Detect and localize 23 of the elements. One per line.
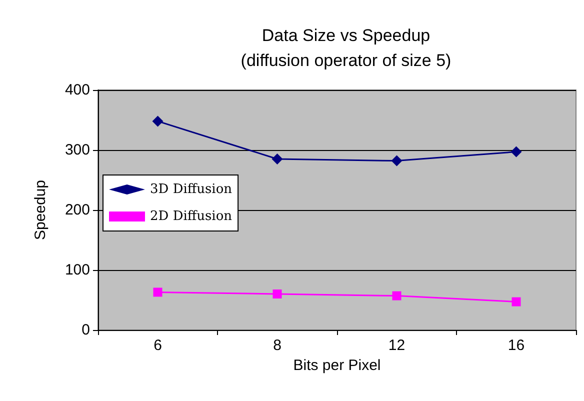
point: [152, 116, 164, 127]
chart-title: Data Size vs Speedup: [262, 26, 430, 45]
point: [272, 154, 283, 164]
x-tick-label: 16: [508, 337, 525, 354]
point: [153, 288, 162, 297]
y-tick-label: 400: [64, 82, 90, 98]
x-tick-label: 12: [388, 337, 406, 354]
y-tick-label: 0: [82, 322, 90, 338]
chart-subtitle: (diffusion operator of size 5): [240, 51, 452, 70]
y-tick-label: 200: [64, 202, 90, 218]
point: [391, 155, 402, 166]
legend-label: 2D Diffusion: [150, 209, 233, 224]
y-tick-label: 300: [64, 142, 90, 158]
x-tick-label: 6: [154, 337, 162, 354]
y-axis-title: Speedup: [32, 180, 49, 240]
x-axis-title: Bits per Pixel: [293, 356, 381, 374]
legend-label: 3D Diffusion: [150, 182, 233, 197]
y-tick-label: 100: [64, 262, 90, 278]
point: [392, 291, 402, 300]
point: [510, 146, 522, 158]
point: [512, 297, 521, 306]
point: [272, 290, 282, 298]
x-tick-label: 8: [273, 337, 282, 354]
